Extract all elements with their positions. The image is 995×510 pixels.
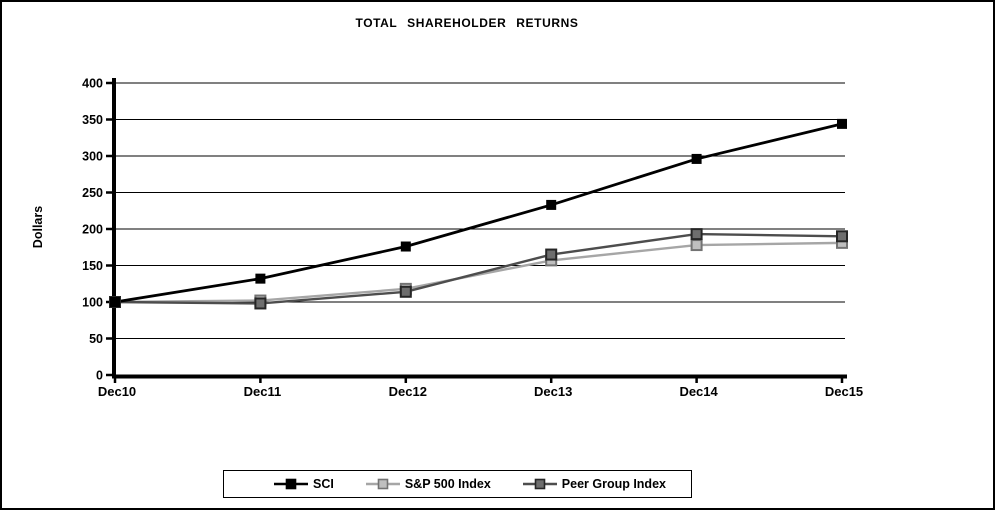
x-tick-label: Dec12 xyxy=(389,384,427,399)
legend: SCI S&P 500 Index Peer Group Index xyxy=(223,470,692,498)
x-tick-label: Dec10 xyxy=(98,384,136,399)
legend-item-sci: SCI xyxy=(274,477,334,491)
legend-label: Peer Group Index xyxy=(561,477,666,491)
chart-title: TOTAL SHAREHOLDER RETURNS xyxy=(355,16,579,30)
marker-sci xyxy=(400,241,411,252)
marker-sci xyxy=(110,297,120,307)
marker-peer-group-index xyxy=(399,285,412,298)
y-tick-label: 400 xyxy=(82,77,103,91)
y-tick-label: 100 xyxy=(82,296,103,310)
legend-item-peer-group-index: Peer Group Index xyxy=(522,477,666,491)
legend-item-s-p-500-index: S&P 500 Index xyxy=(365,477,491,491)
marker-s-p-500-index xyxy=(690,239,703,252)
y-tick-label: 250 xyxy=(82,186,103,200)
y-tick-label: 50 xyxy=(89,332,103,346)
series-line-peer-group-index xyxy=(114,232,843,305)
x-tick-label: Dec13 xyxy=(534,384,572,399)
x-tick-label: Dec14 xyxy=(679,384,718,399)
y-tick-label: 0 xyxy=(96,369,103,383)
marker-sci xyxy=(691,153,702,164)
y-tick-label: 300 xyxy=(82,150,103,164)
legend-marker-s-p-500-index xyxy=(365,478,400,490)
y-tick-label: 350 xyxy=(82,113,103,127)
series-line-s-p-500-index xyxy=(114,241,843,304)
marker-peer-group-index xyxy=(545,248,558,261)
marker-sci xyxy=(546,199,557,210)
series-line-sci xyxy=(114,122,843,304)
y-tick-label: 200 xyxy=(82,223,103,237)
x-tick-label: Dec15 xyxy=(825,384,863,399)
marker-peer-group-index xyxy=(836,230,848,243)
x-tick-label: Dec11 xyxy=(244,384,282,399)
legend-label: S&P 500 Index xyxy=(404,477,491,491)
marker-sci xyxy=(837,118,847,129)
legend-label: SCI xyxy=(313,477,334,491)
legend-marker-peer-group-index xyxy=(522,478,557,490)
y-tick-label: 150 xyxy=(82,259,103,273)
legend-marker-sci xyxy=(274,478,308,490)
marker-peer-group-index xyxy=(254,297,267,310)
marker-peer-group-index xyxy=(690,228,703,241)
marker-sci xyxy=(255,273,266,284)
